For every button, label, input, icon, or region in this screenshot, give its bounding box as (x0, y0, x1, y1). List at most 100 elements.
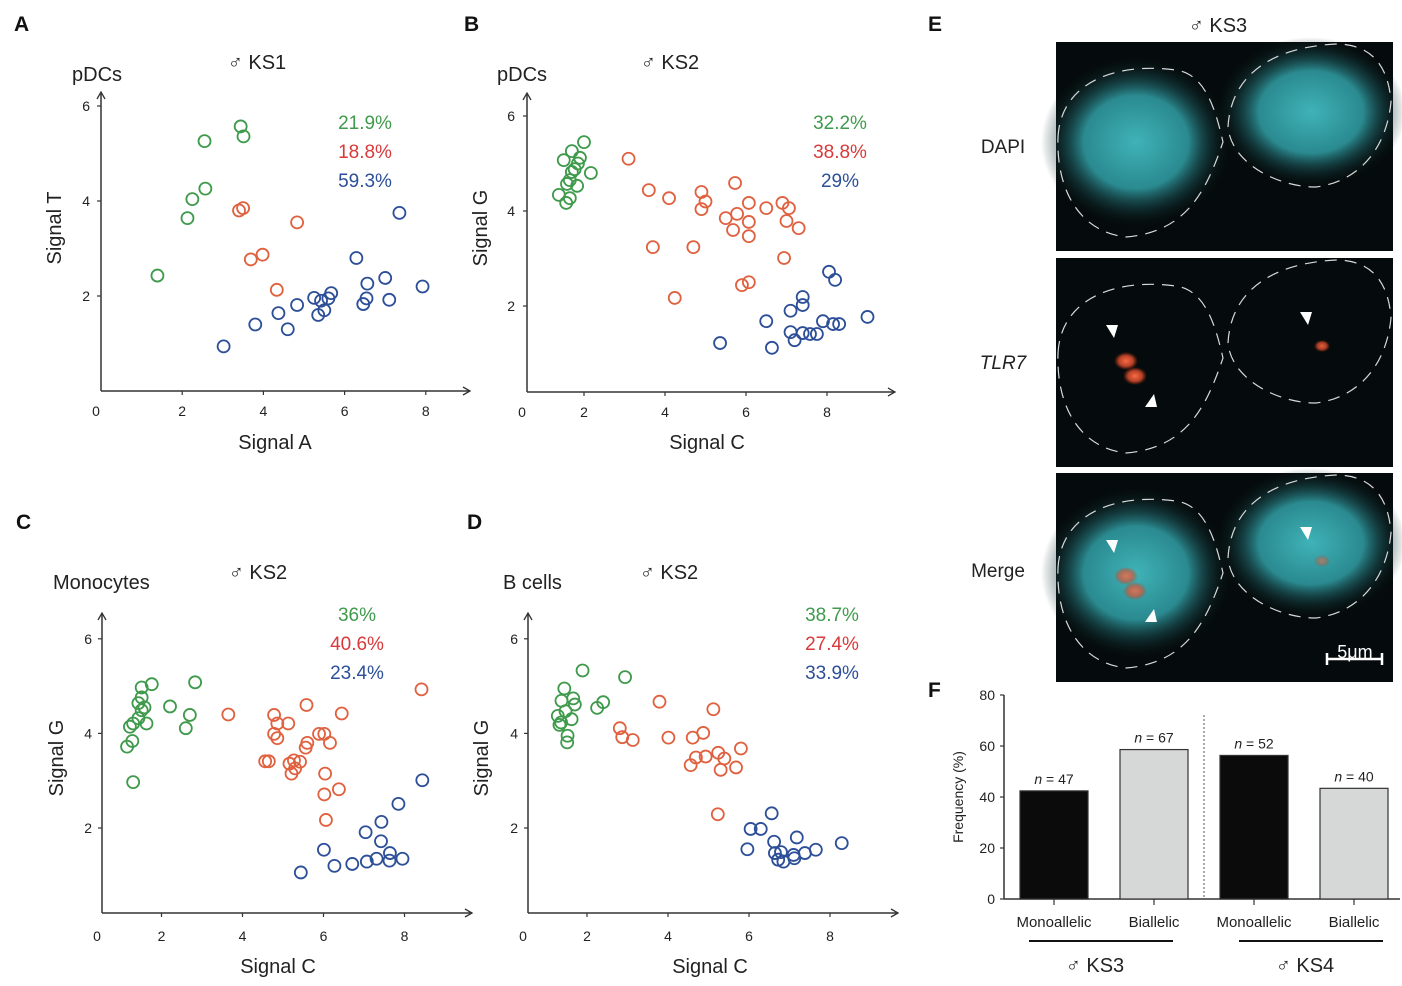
data-point-red (312, 726, 326, 741)
x-tick-label: 2 (178, 403, 186, 419)
data-point-red (621, 151, 636, 166)
percentage-label-red: 38.8% (813, 142, 867, 163)
data-point-red (730, 206, 744, 221)
data-point-green (552, 717, 567, 732)
data-point-blue (783, 303, 798, 318)
panel-c-title: ♂ KS2 (229, 562, 287, 584)
panel-b-population: pDCs (497, 64, 547, 86)
data-point-blue (314, 293, 328, 308)
data-point-red (318, 766, 333, 781)
data-point-green (557, 681, 572, 696)
panel-letter-c: C (16, 511, 31, 534)
data-point-red (267, 726, 281, 741)
data-point-green (560, 735, 575, 750)
data-point-blue (248, 317, 263, 332)
bar-1 (1119, 748, 1189, 900)
bar-3 (1319, 787, 1389, 900)
scale-bar-label: 5μm (1337, 642, 1372, 662)
data-point-blue (374, 834, 388, 849)
data-point-red (323, 735, 337, 750)
data-point-red (334, 706, 349, 721)
microscopy-dapi (1041, 37, 1402, 251)
data-point-green (188, 675, 203, 690)
data-point-blue (740, 842, 755, 857)
data-point-red (298, 740, 313, 755)
data-point-green (556, 153, 571, 168)
data-point-red (728, 176, 742, 190)
scale-bar (1325, 653, 1384, 665)
panel-b-xlabel: Signal C (669, 432, 745, 454)
tlr7-signal (1314, 555, 1330, 567)
y-tick-label: 6 (507, 108, 515, 124)
x-axis-arrow-icon (462, 386, 472, 396)
panel-letter-d: D (467, 511, 482, 534)
data-point-red (713, 762, 728, 777)
bar-2 (1219, 754, 1289, 900)
bar-0 (1019, 790, 1089, 900)
y-tick-label: 2 (82, 288, 90, 304)
cell-outline-right (1227, 474, 1392, 619)
data-point-red (645, 240, 660, 255)
panel-b-ylabel: Signal G (470, 190, 492, 267)
cell-outline-right (1227, 43, 1392, 188)
panel-letter-b: B (464, 13, 479, 36)
x-axis-arrow-icon (890, 908, 900, 918)
n-label: n = 52 (1234, 735, 1274, 751)
data-point-blue (327, 858, 342, 873)
data-point-blue (765, 340, 779, 355)
data-point-red (729, 760, 743, 775)
data-point-green (233, 119, 248, 134)
arrowhead-icon (1145, 609, 1157, 622)
n-label: n = 47 (1034, 771, 1074, 787)
data-point-red (261, 754, 276, 769)
data-point-red (243, 252, 258, 267)
data-point-green (573, 150, 587, 165)
percentage-label-blue: 23.4% (330, 663, 384, 684)
data-point-green (163, 699, 177, 714)
data-point-blue (369, 851, 384, 866)
data-point-blue (391, 796, 406, 811)
data-point-green (123, 719, 137, 734)
y-tick-label: 20 (979, 840, 995, 856)
nucleus-right-stain (1216, 37, 1402, 187)
row-label-merge: Merge (971, 561, 1025, 582)
y-axis-arrow-icon (522, 91, 532, 101)
data-point-green (583, 166, 598, 180)
y-tick-label: 4 (82, 193, 90, 209)
x-tick-label: 6 (745, 928, 753, 944)
x-tick-label: 4 (239, 928, 247, 944)
scatter-panel-c: 0 2 4 6 8 2 4 6 36% 40.6% 23.4% (84, 605, 474, 944)
y-tick-label: 80 (979, 687, 995, 703)
data-point-green (126, 775, 141, 790)
data-point-red (236, 201, 251, 216)
tlr7-signal (1123, 367, 1147, 385)
data-point-blue (317, 842, 331, 857)
data-point-red (270, 731, 285, 746)
data-point-green (236, 129, 251, 144)
data-point-red (741, 229, 756, 244)
panel-d-population: B cells (503, 572, 562, 594)
tlr7-signal (1123, 582, 1147, 600)
data-point-green (185, 192, 200, 207)
data-point-blue (816, 314, 830, 329)
data-point-blue (293, 865, 308, 880)
data-point-blue (415, 773, 430, 788)
data-point-blue (307, 290, 322, 305)
data-point-red (221, 707, 236, 722)
n-label: n = 67 (1134, 730, 1174, 746)
x-tick-label: 4 (661, 404, 669, 420)
scatter-panel-a: 0 2 4 6 8 2 4 6 21.9% 18.8% 59.3% (82, 90, 472, 419)
tlr7-signal (1114, 352, 1138, 370)
data-point-red (741, 215, 756, 229)
panel-a-ylabel: Signal T (44, 191, 66, 264)
row-label-dapi: DAPI (981, 137, 1025, 158)
panel-a-title: ♂ KS1 (228, 52, 286, 74)
data-point-blue (828, 272, 842, 287)
bar-chart-f: 0 20 40 60 80 n = 47 Monoallelic n = 67 Bialleli… (979, 687, 1400, 942)
data-point-blue (383, 846, 397, 860)
arrowhead-icon (1106, 325, 1118, 338)
percentage-label-blue: 29% (821, 171, 859, 192)
microscopy-images (1041, 37, 1402, 682)
y-tick-label: 6 (510, 631, 518, 647)
data-point-green (571, 156, 585, 171)
